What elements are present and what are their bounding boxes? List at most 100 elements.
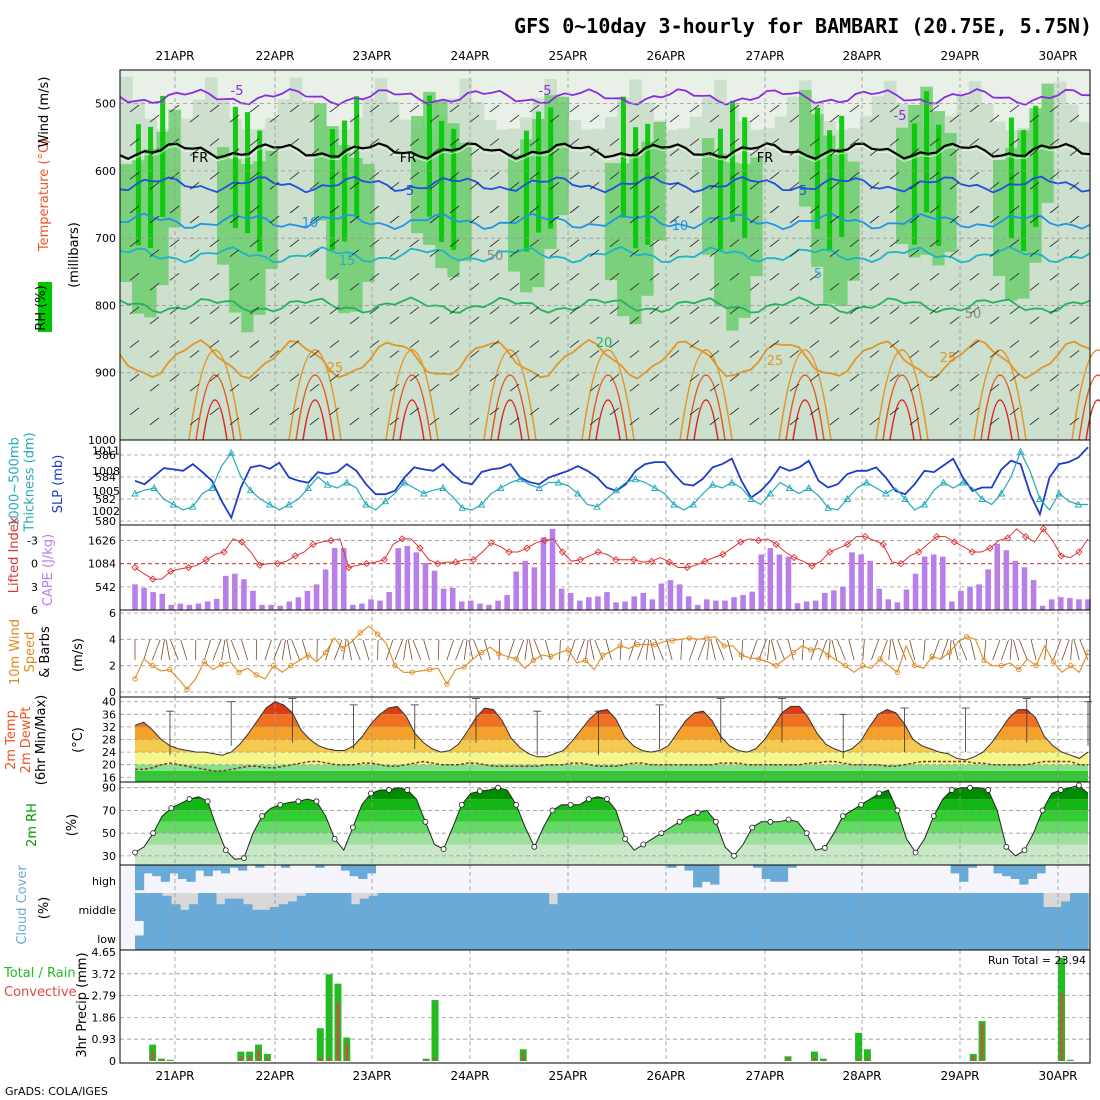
profile-ytick-5: 1000 xyxy=(88,434,116,447)
barb-0-13 xyxy=(389,114,400,123)
cape-bar xyxy=(504,595,510,610)
cloud-cell-middle xyxy=(314,893,325,921)
barb-8-2 xyxy=(169,373,180,382)
wind-barb-83 xyxy=(848,639,855,661)
rh-point-100 xyxy=(1039,807,1046,814)
cloud-cell-low xyxy=(412,921,422,950)
cloud-cell-middle xyxy=(746,893,756,921)
wind-barb-84 xyxy=(862,639,865,661)
millibars-label: (millibars) xyxy=(67,222,82,288)
barb-6-1 xyxy=(149,316,160,325)
profile-ytick-0: 500 xyxy=(95,98,116,111)
cloud-cell-middle xyxy=(395,893,406,921)
cloud-cell-high xyxy=(366,865,376,874)
warm-contour-9-1 xyxy=(1078,374,1100,441)
barb-5-30 xyxy=(729,272,740,281)
barb-6-6 xyxy=(249,306,260,315)
cloud-cell-low xyxy=(204,921,214,950)
wind-barb-63 xyxy=(680,639,683,661)
wind-barb-100 xyxy=(1000,639,1009,661)
cloud-cell-high xyxy=(1027,865,1038,879)
wind-barb-11 xyxy=(226,639,231,661)
cape-bar xyxy=(613,602,619,610)
barb-5-24 xyxy=(609,272,620,281)
rh-label-line-0: 2m RH xyxy=(25,803,40,847)
barb-4-40 xyxy=(929,239,940,247)
li-ytick-1: 0 xyxy=(31,558,38,571)
rh-line xyxy=(134,784,1089,860)
isotherm-label-t10a: 10 xyxy=(302,216,319,231)
precip-conv-bar xyxy=(813,1057,816,1061)
thickness-point-32 xyxy=(439,484,447,491)
wind-barb-89 xyxy=(897,639,907,661)
cloud-cell-middle xyxy=(494,893,505,921)
precip-ytick-5: 4.65 xyxy=(92,946,117,959)
cloud-cell-low xyxy=(498,921,509,950)
wind-point-62 xyxy=(669,638,675,644)
rh-point-84 xyxy=(894,807,901,814)
rh-point-88 xyxy=(930,813,937,820)
barb-7-47 xyxy=(1069,350,1080,358)
barb-7-38 xyxy=(889,340,900,348)
cloud-cell-middle xyxy=(449,893,460,921)
barb-8-20 xyxy=(529,373,540,382)
isotherm-6 xyxy=(119,338,1091,380)
barb-5-40 xyxy=(929,272,940,281)
rh-point-34 xyxy=(440,846,447,852)
barb-0-25 xyxy=(629,114,640,123)
barb-7-43 xyxy=(989,350,1000,358)
barb-5-36 xyxy=(849,272,860,281)
isotherm-1 xyxy=(119,142,1091,161)
barb-1-24 xyxy=(609,138,620,147)
barb-5-5 xyxy=(229,282,240,291)
barb-3-6 xyxy=(249,205,260,214)
rh-band-mid-56 xyxy=(799,90,812,207)
cape-bar xyxy=(204,601,211,610)
barb-5-35 xyxy=(829,282,840,291)
isotherm-label-rh50b: 50 xyxy=(965,307,982,322)
wind-barb-66 xyxy=(706,639,710,661)
rh-point-8 xyxy=(204,798,211,805)
precip-conv-bar xyxy=(248,1056,251,1061)
cape-bar xyxy=(350,604,356,610)
barb-3-7 xyxy=(269,215,280,224)
thickness-point-68 xyxy=(785,484,794,491)
cloud-cell-low xyxy=(394,921,405,950)
wind-point-46 xyxy=(530,657,537,664)
barb-1-15 xyxy=(429,148,440,157)
thickness-point-36 xyxy=(477,500,486,508)
barb-3-32 xyxy=(769,205,780,214)
barb-4-39 xyxy=(909,249,920,257)
thickness-point-58 xyxy=(689,500,698,508)
rh-band-dark-42 xyxy=(633,127,639,249)
barb-4-29 xyxy=(709,249,720,257)
cloud-cell-low xyxy=(897,921,907,950)
barb-1-32 xyxy=(769,138,780,147)
cape-bar xyxy=(168,604,175,610)
barb-2-4 xyxy=(209,172,220,180)
cape-bar xyxy=(440,588,447,610)
wind-point-28 xyxy=(374,631,381,637)
warm-contour-1-1 xyxy=(295,374,335,441)
wind-label-line-1: Speed xyxy=(23,632,38,673)
cloud-cell-middle xyxy=(926,893,936,921)
barb-9-14 xyxy=(409,407,420,416)
wind-barb-26 xyxy=(351,639,361,661)
cloud-cell-low xyxy=(169,921,179,950)
rh-band-mid-68 xyxy=(944,132,958,253)
li-point-58 xyxy=(647,557,656,565)
date-top-9: 30APR xyxy=(1038,49,1077,63)
cloud-cell-low xyxy=(672,921,682,950)
cloud-cell-low xyxy=(715,921,725,950)
barb-4-30 xyxy=(729,239,740,247)
warm-contour-2-2 xyxy=(399,399,425,441)
rh-ytick-0: 30 xyxy=(102,850,116,863)
rh-point-78 xyxy=(840,813,846,820)
barb-7-0 xyxy=(129,340,140,348)
wind-legend-label: Wind (m/s) xyxy=(37,77,52,148)
cloud-cell-middle xyxy=(737,893,747,921)
cloud-cell-middle xyxy=(440,893,451,921)
date-bottom-9: 30APR xyxy=(1038,1069,1077,1083)
rh-point-10 xyxy=(222,847,229,854)
barb-6-22 xyxy=(569,306,580,315)
